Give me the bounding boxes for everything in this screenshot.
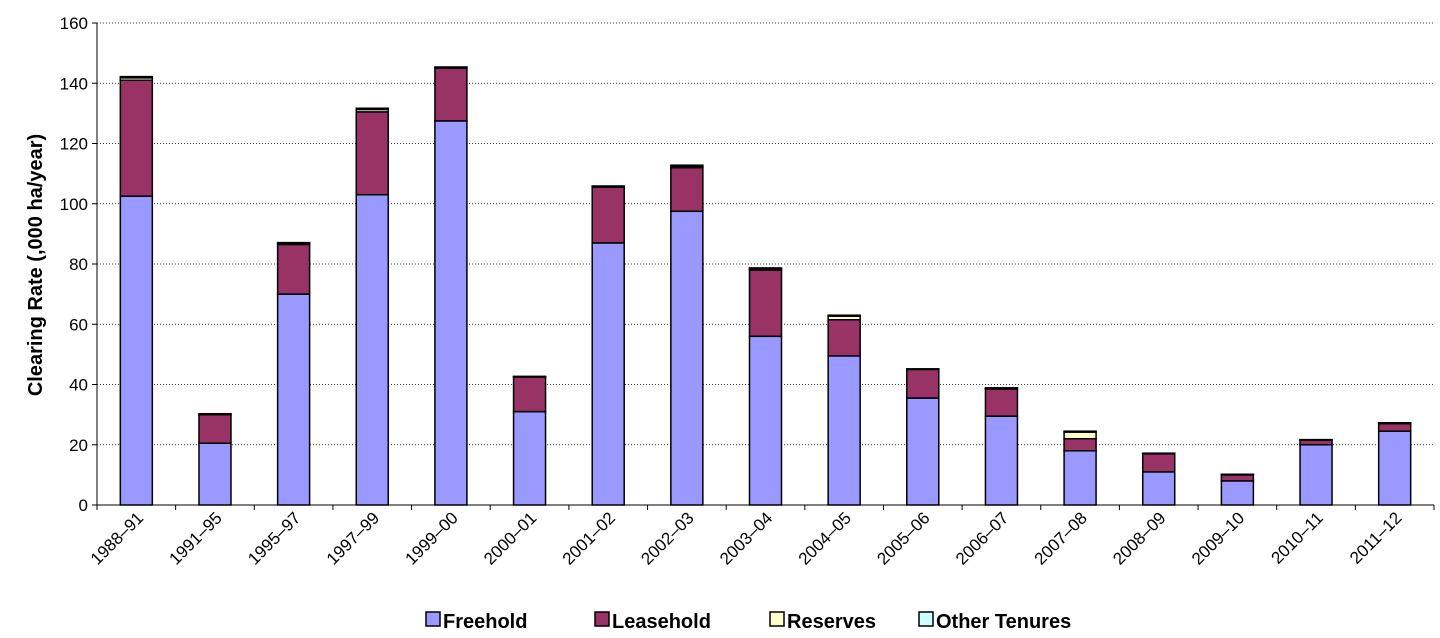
legend-item-freehold: Freehold bbox=[425, 611, 527, 633]
bar-segment-other-tenures bbox=[984, 387, 1019, 390]
x-tick-label: 1999–00 bbox=[402, 508, 462, 568]
x-tick-label: 2001–02 bbox=[559, 508, 619, 568]
bar-segment-freehold bbox=[1063, 450, 1097, 506]
x-tick-label: 2005–06 bbox=[873, 508, 933, 568]
bar-segment-other-tenures bbox=[670, 164, 704, 167]
y-tick-label: 160 bbox=[60, 14, 88, 33]
bar-segment-leasehold bbox=[355, 111, 390, 196]
bar-segment-leasehold bbox=[1220, 474, 1255, 482]
x-tick-label: 1991–95 bbox=[166, 508, 226, 568]
bar-segment-freehold bbox=[1141, 471, 1176, 506]
x-tick-label: 2000–01 bbox=[480, 508, 540, 568]
bar-segment-freehold bbox=[984, 415, 1019, 506]
x-tick-label: 2007–08 bbox=[1031, 508, 1091, 568]
x-tick-label: 2004–05 bbox=[795, 508, 855, 568]
legend-label: Other Tenures bbox=[936, 611, 1071, 633]
bar-segment-leasehold bbox=[434, 67, 468, 122]
bar-segment-freehold bbox=[670, 210, 704, 506]
y-tick-label: 60 bbox=[69, 315, 88, 334]
bar-segment-freehold bbox=[119, 195, 154, 506]
x-tick-label: 2008–09 bbox=[1109, 508, 1169, 568]
x-tick-label: 2006–07 bbox=[952, 508, 1012, 568]
x-tick-label: 2003–04 bbox=[716, 508, 776, 568]
legend-swatch bbox=[918, 611, 934, 627]
bar-segment-other-tenures bbox=[119, 75, 154, 79]
y-tick-label: 20 bbox=[69, 436, 88, 455]
x-tick-label: 2011–12 bbox=[1346, 508, 1405, 567]
bar-segment-leasehold bbox=[1141, 453, 1176, 473]
legend-label: Reserves bbox=[787, 611, 876, 633]
bar-segment-freehold bbox=[276, 293, 311, 506]
bar-segment-leasehold bbox=[1063, 437, 1097, 452]
y-tick-label: 0 bbox=[79, 496, 88, 515]
bar-segment-freehold bbox=[1299, 444, 1333, 506]
x-tick-label: 2009–10 bbox=[1188, 508, 1248, 568]
bar-segment-reserves bbox=[1063, 431, 1097, 440]
bar-segment-freehold bbox=[434, 120, 468, 506]
bar-segment-other-tenures bbox=[276, 241, 311, 244]
legend-swatch bbox=[594, 611, 610, 627]
bars bbox=[119, 66, 1412, 506]
bar-segment-leasehold bbox=[119, 79, 154, 197]
y-tick-label: 40 bbox=[69, 376, 88, 395]
bar-segment-leasehold bbox=[670, 166, 704, 213]
x-tick-label: 1988–91 bbox=[87, 508, 147, 568]
y-tick-labels: 0 20 40 60 80 100 120 140 160 bbox=[60, 14, 88, 515]
bar-segment-leasehold bbox=[984, 388, 1019, 417]
bar-segment-other-tenures bbox=[591, 185, 625, 188]
bar-segment-freehold bbox=[1377, 430, 1412, 506]
bar-segment-leasehold bbox=[827, 318, 861, 357]
y-tick-label: 120 bbox=[60, 135, 88, 154]
bar-segment-freehold bbox=[198, 442, 232, 506]
bar-segment-freehold bbox=[748, 335, 783, 506]
legend-label: Freehold bbox=[443, 611, 527, 633]
bar-segment-leasehold bbox=[591, 186, 625, 244]
x-tick-label: 1997–99 bbox=[323, 508, 383, 568]
bar-segment-other-tenures bbox=[827, 314, 861, 317]
y-tick-label: 100 bbox=[60, 195, 88, 214]
bar-segment-freehold bbox=[906, 397, 940, 506]
x-tick-label: 2002–03 bbox=[637, 508, 697, 568]
bar-segment-freehold bbox=[512, 410, 547, 506]
legend-item-other-tenures: Other Tenures bbox=[918, 611, 1071, 633]
bar-segment-freehold bbox=[1220, 480, 1255, 506]
legend-item-reserves: Reserves bbox=[769, 611, 876, 633]
gridlines bbox=[97, 22, 1434, 446]
legend-swatch bbox=[769, 611, 785, 627]
y-tick-label: 140 bbox=[60, 74, 88, 93]
bar-segment-leasehold bbox=[906, 368, 940, 399]
x-tick-label: 1995–97 bbox=[244, 508, 304, 568]
x-tick-label: 2010–11 bbox=[1268, 508, 1327, 567]
bar-segment-leasehold bbox=[276, 243, 311, 295]
bar-segment-leasehold bbox=[748, 269, 783, 338]
bar-segment-leasehold bbox=[198, 413, 232, 444]
bar-segment-freehold bbox=[355, 193, 390, 506]
bar-segment-freehold bbox=[827, 355, 861, 506]
legend-swatch bbox=[425, 611, 441, 627]
bar-segment-leasehold bbox=[1377, 422, 1412, 432]
x-tick-labels: 1988–91 1991–95 1995–97 1997–99 1999–00 2000–… bbox=[87, 508, 1406, 568]
bar-segment-other-tenures bbox=[355, 107, 390, 111]
bar-segment-freehold bbox=[591, 242, 625, 506]
legend-label: Leasehold bbox=[612, 611, 711, 633]
legend-item-leasehold: Leasehold bbox=[594, 611, 711, 633]
legend: Freehold Leasehold Reserves Other Tenures bbox=[425, 611, 1071, 633]
bar-segment-leasehold bbox=[512, 376, 547, 413]
y-tick-label: 80 bbox=[69, 255, 88, 274]
bar-segment-other-tenures bbox=[1063, 430, 1097, 433]
bar-segment-other-tenures bbox=[748, 267, 783, 270]
y-axis-title: Clearing Rate (,000 ha/year) bbox=[25, 134, 47, 396]
bar-segment-other-tenures bbox=[434, 66, 468, 69]
axes bbox=[92, 22, 1435, 510]
